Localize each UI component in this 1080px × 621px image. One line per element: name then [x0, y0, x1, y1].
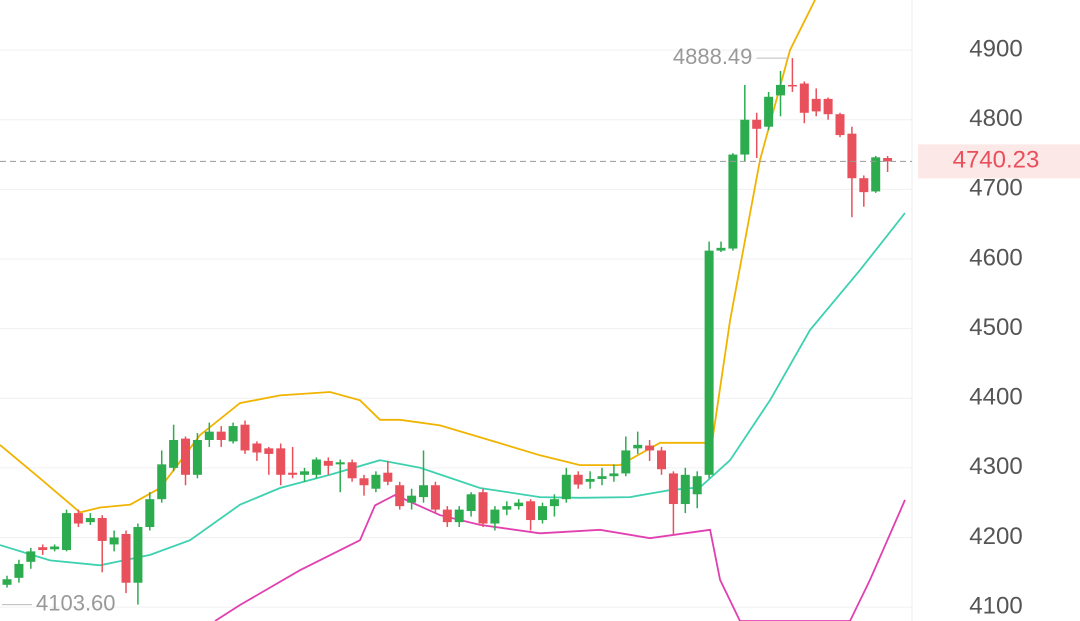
- band-line: [214, 494, 906, 621]
- candle-body: [811, 98, 821, 112]
- annotations: 4888.49 4103.60 4740.23: [0, 44, 1080, 615]
- y-tick-label: 4300: [969, 453, 1022, 480]
- last-price-label: 4740.23: [953, 147, 1040, 174]
- candle-body: [538, 506, 548, 521]
- candle-body: [216, 431, 226, 440]
- candle-body: [871, 157, 881, 192]
- candle-body: [430, 485, 440, 510]
- y-tick-label: 4800: [969, 105, 1022, 132]
- candle-body: [335, 462, 345, 465]
- candle-body: [609, 473, 619, 477]
- candle-body: [14, 563, 24, 578]
- candle-body: [121, 533, 131, 583]
- candle-body: [716, 247, 726, 251]
- candle-body: [204, 431, 214, 440]
- candle-body: [776, 84, 786, 96]
- candle-body: [621, 450, 631, 474]
- candle-body: [490, 509, 500, 524]
- candle-body: [407, 495, 417, 503]
- candle-body: [192, 439, 202, 475]
- min-label: 4103.60: [36, 590, 116, 615]
- candle-body: [50, 546, 60, 550]
- candle-body: [561, 474, 571, 500]
- candle-body: [311, 459, 321, 475]
- candle-body: [597, 476, 607, 479]
- candle-body: [383, 472, 393, 482]
- y-tick-label: 4200: [969, 523, 1022, 550]
- candle-body: [145, 499, 155, 528]
- candle-body: [38, 547, 48, 550]
- candle-body: [62, 513, 72, 550]
- candle-body: [847, 133, 857, 179]
- candle-body: [668, 473, 678, 505]
- y-tick-label: 4500: [969, 314, 1022, 341]
- band-line: [0, 212, 906, 567]
- candle-body: [526, 501, 536, 521]
- last-price-box: [918, 144, 1080, 179]
- candle-body: [454, 509, 464, 523]
- candle-body: [787, 84, 797, 87]
- candle-body: [359, 478, 369, 486]
- candle-body: [288, 472, 298, 475]
- candle-body: [109, 537, 119, 545]
- candle-body: [419, 485, 429, 498]
- candle-body: [692, 476, 702, 495]
- candle-body: [240, 424, 250, 451]
- candle-body: [228, 426, 238, 442]
- candle-body: [835, 114, 845, 136]
- candle-body: [764, 96, 774, 127]
- y-tick-label: 4700: [969, 175, 1022, 202]
- candle-body: [395, 485, 405, 507]
- y-tick-label: 4400: [969, 384, 1022, 411]
- candle-body: [252, 443, 262, 453]
- candle-body: [97, 517, 107, 541]
- candle-body: [85, 517, 95, 523]
- candle-body: [73, 513, 83, 524]
- candle-body: [502, 506, 512, 510]
- candle-body: [680, 474, 690, 505]
- candle-body: [371, 474, 381, 489]
- candle-body: [799, 83, 809, 113]
- max-label: 4888.49: [673, 44, 753, 69]
- y-tick-label: 4900: [969, 35, 1022, 62]
- candle-body: [133, 527, 143, 583]
- candle-body: [2, 579, 12, 585]
- candle-body: [347, 462, 357, 479]
- candle-body: [740, 119, 750, 155]
- candle-body: [752, 119, 762, 129]
- candle-body: [466, 494, 476, 512]
- grid: 4100 4200 4300 4400 4500 4600 4700 4800 4900: [0, 35, 1023, 619]
- candle-body: [728, 154, 738, 249]
- candle-body: [181, 438, 191, 475]
- candle-body: [264, 448, 274, 454]
- candle-body: [442, 509, 452, 523]
- candle-body: [157, 464, 167, 500]
- bands: [0, 0, 906, 621]
- candle-body: [276, 448, 286, 475]
- y-tick-label: 4100: [969, 592, 1022, 619]
- candle-body: [633, 444, 643, 449]
- y-tick-label: 4600: [969, 244, 1022, 271]
- candle-body: [169, 439, 179, 468]
- band-line: [0, 0, 816, 514]
- candle-body: [704, 250, 714, 475]
- candle-body: [657, 450, 667, 470]
- candle-body: [26, 551, 36, 562]
- candle-body: [859, 178, 869, 193]
- candle-body: [300, 471, 310, 475]
- candles: [2, 58, 893, 605]
- candle-body: [514, 502, 524, 507]
- candle-body: [323, 460, 333, 466]
- candle-body: [573, 474, 583, 485]
- candle-body: [585, 478, 595, 482]
- candle-body: [478, 492, 488, 524]
- candle-body: [645, 445, 655, 451]
- candle-body: [883, 158, 893, 162]
- candle-body: [549, 499, 559, 507]
- candle-body: [823, 98, 833, 115]
